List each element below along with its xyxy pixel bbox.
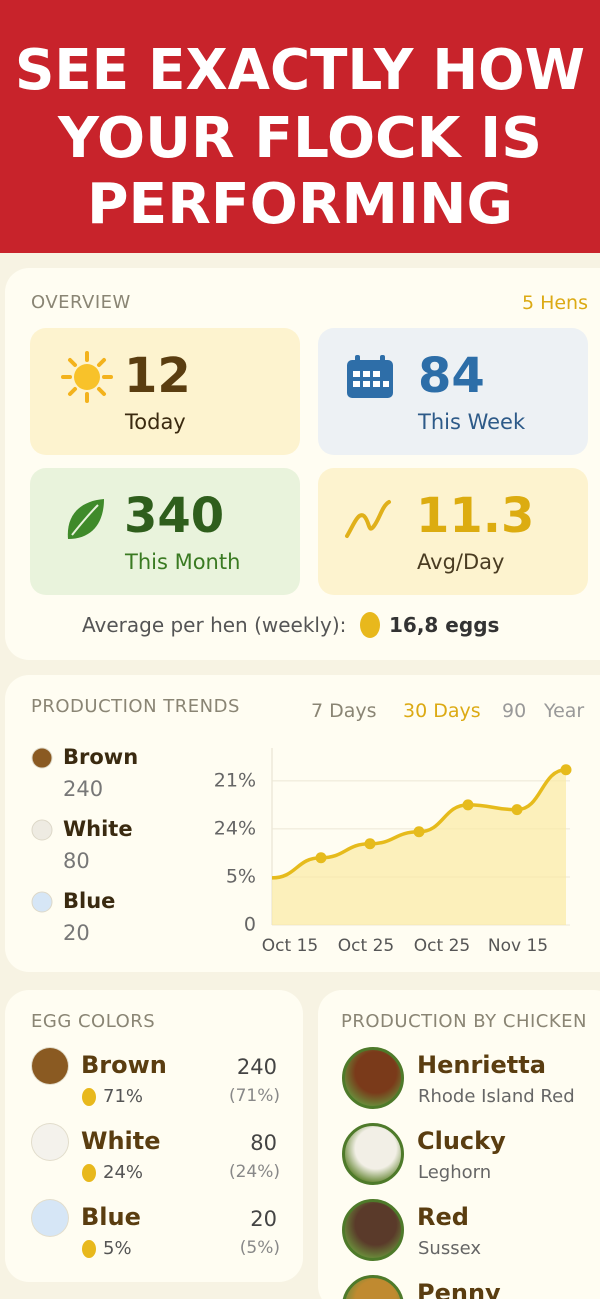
x-tick-label: Oct 15: [262, 936, 318, 956]
range-tab[interactable]: 7 Days: [311, 700, 377, 722]
chicken-avatar: [342, 1047, 404, 1109]
legend-value: 80: [63, 849, 90, 873]
point: [413, 826, 425, 838]
legend-value: 20: [63, 921, 90, 945]
legend-value: 240: [63, 777, 103, 801]
header-title: PERFORMING: [87, 172, 513, 237]
header-title: YOUR FLOCK IS: [57, 106, 542, 171]
x-tick-label: Oct 25: [414, 936, 470, 956]
header: SEE EXACTLY HOW YOUR FLOCK IS PERFORMING: [0, 0, 600, 253]
range-tab[interactable]: 90: [502, 700, 527, 722]
area: [272, 769, 566, 925]
color-swatch: [32, 1124, 68, 1160]
color-count: 80: [250, 1131, 277, 1155]
legend-dot: [31, 891, 53, 913]
range-tab[interactable]: 30 Days: [403, 700, 481, 722]
egg-icon: [82, 1164, 96, 1182]
color-percent: 5%: [103, 1238, 132, 1259]
y-tick-label: 5%: [226, 865, 256, 887]
stat-value: 84: [418, 348, 485, 404]
egg-shape: [82, 1088, 96, 1106]
chicken-breed: Sussex: [418, 1238, 481, 1259]
calendar-icon: [347, 355, 393, 398]
color-name: Brown: [81, 1051, 167, 1079]
legend-dot: [31, 747, 53, 769]
color-swatch: [32, 1200, 68, 1236]
stat-label: Avg/Day: [417, 550, 505, 574]
x-tick-label: Nov 15: [488, 936, 548, 956]
stat-label: Today: [125, 410, 186, 434]
point: [462, 799, 474, 811]
stat-card: [318, 468, 588, 595]
color-share: (5%): [239, 1238, 280, 1258]
x-tick-label: Oct 25: [338, 936, 394, 956]
section-title: PRODUCTION BY CHICKEN: [341, 1011, 587, 1032]
stat-value: 12: [124, 348, 191, 404]
egg-icon: [82, 1240, 96, 1258]
color-percent: 24%: [103, 1162, 144, 1183]
color-count: 20: [250, 1207, 277, 1231]
legend-name: Brown: [63, 745, 138, 769]
sun-icon: [61, 351, 113, 403]
egg-shape: [82, 1164, 96, 1182]
legend-name: White: [63, 817, 133, 841]
point: [315, 852, 327, 864]
color-name: Blue: [81, 1203, 141, 1231]
trend-icon: [345, 500, 391, 538]
stat-label: This Week: [418, 410, 526, 434]
section-title: OVERVIEW: [31, 292, 131, 313]
range-tab[interactable]: Year: [544, 700, 585, 722]
egg-shape: [82, 1240, 96, 1258]
chicken-breed: Leghorn: [418, 1162, 492, 1183]
header-title: SEE EXACTLY HOW: [15, 38, 585, 103]
chicken-name: Penny: [417, 1279, 501, 1299]
egg-icon: [360, 612, 380, 638]
legend-name: Blue: [63, 889, 115, 913]
point: [511, 804, 523, 816]
point: [364, 838, 376, 850]
trend-chart: Brown 240 White 80 Blue 20 0 5% 24% 21% Oct 15 Oct …: [31, 745, 572, 956]
y-tick-label: 24%: [214, 817, 256, 839]
chicken-name: Red: [417, 1203, 469, 1231]
color-share: (71%): [228, 1086, 280, 1106]
section-title: EGG COLORS: [31, 1011, 156, 1032]
stat-value: 11.3: [416, 488, 535, 544]
chicken-name: Clucky: [417, 1127, 506, 1155]
y-tick-label: 0: [244, 914, 256, 936]
stat-value: 340: [124, 488, 225, 544]
average-label: Average per hen (weekly):: [82, 613, 347, 637]
legend-dot: [31, 819, 53, 841]
color-swatch: [32, 1048, 68, 1084]
egg-icon: [82, 1088, 96, 1106]
leaf-icon: [67, 499, 104, 539]
color-share: (24%): [228, 1162, 280, 1182]
chicken-avatar: [342, 1199, 404, 1261]
chicken-breed: Rhode Island Red: [418, 1086, 575, 1107]
point: [560, 764, 572, 776]
color-name: White: [81, 1127, 161, 1155]
hens-count: 5 Hens: [521, 292, 588, 314]
section-title: PRODUCTION TRENDS: [31, 696, 240, 717]
color-percent: 71%: [103, 1086, 144, 1107]
chicken-avatar: [342, 1123, 404, 1185]
y-tick-label: 21%: [214, 769, 256, 791]
stat-label: This Month: [125, 550, 241, 574]
chicken-name: Henrietta: [417, 1051, 546, 1079]
color-count: 240: [236, 1055, 277, 1079]
average-value: 16,8 eggs: [389, 613, 500, 637]
